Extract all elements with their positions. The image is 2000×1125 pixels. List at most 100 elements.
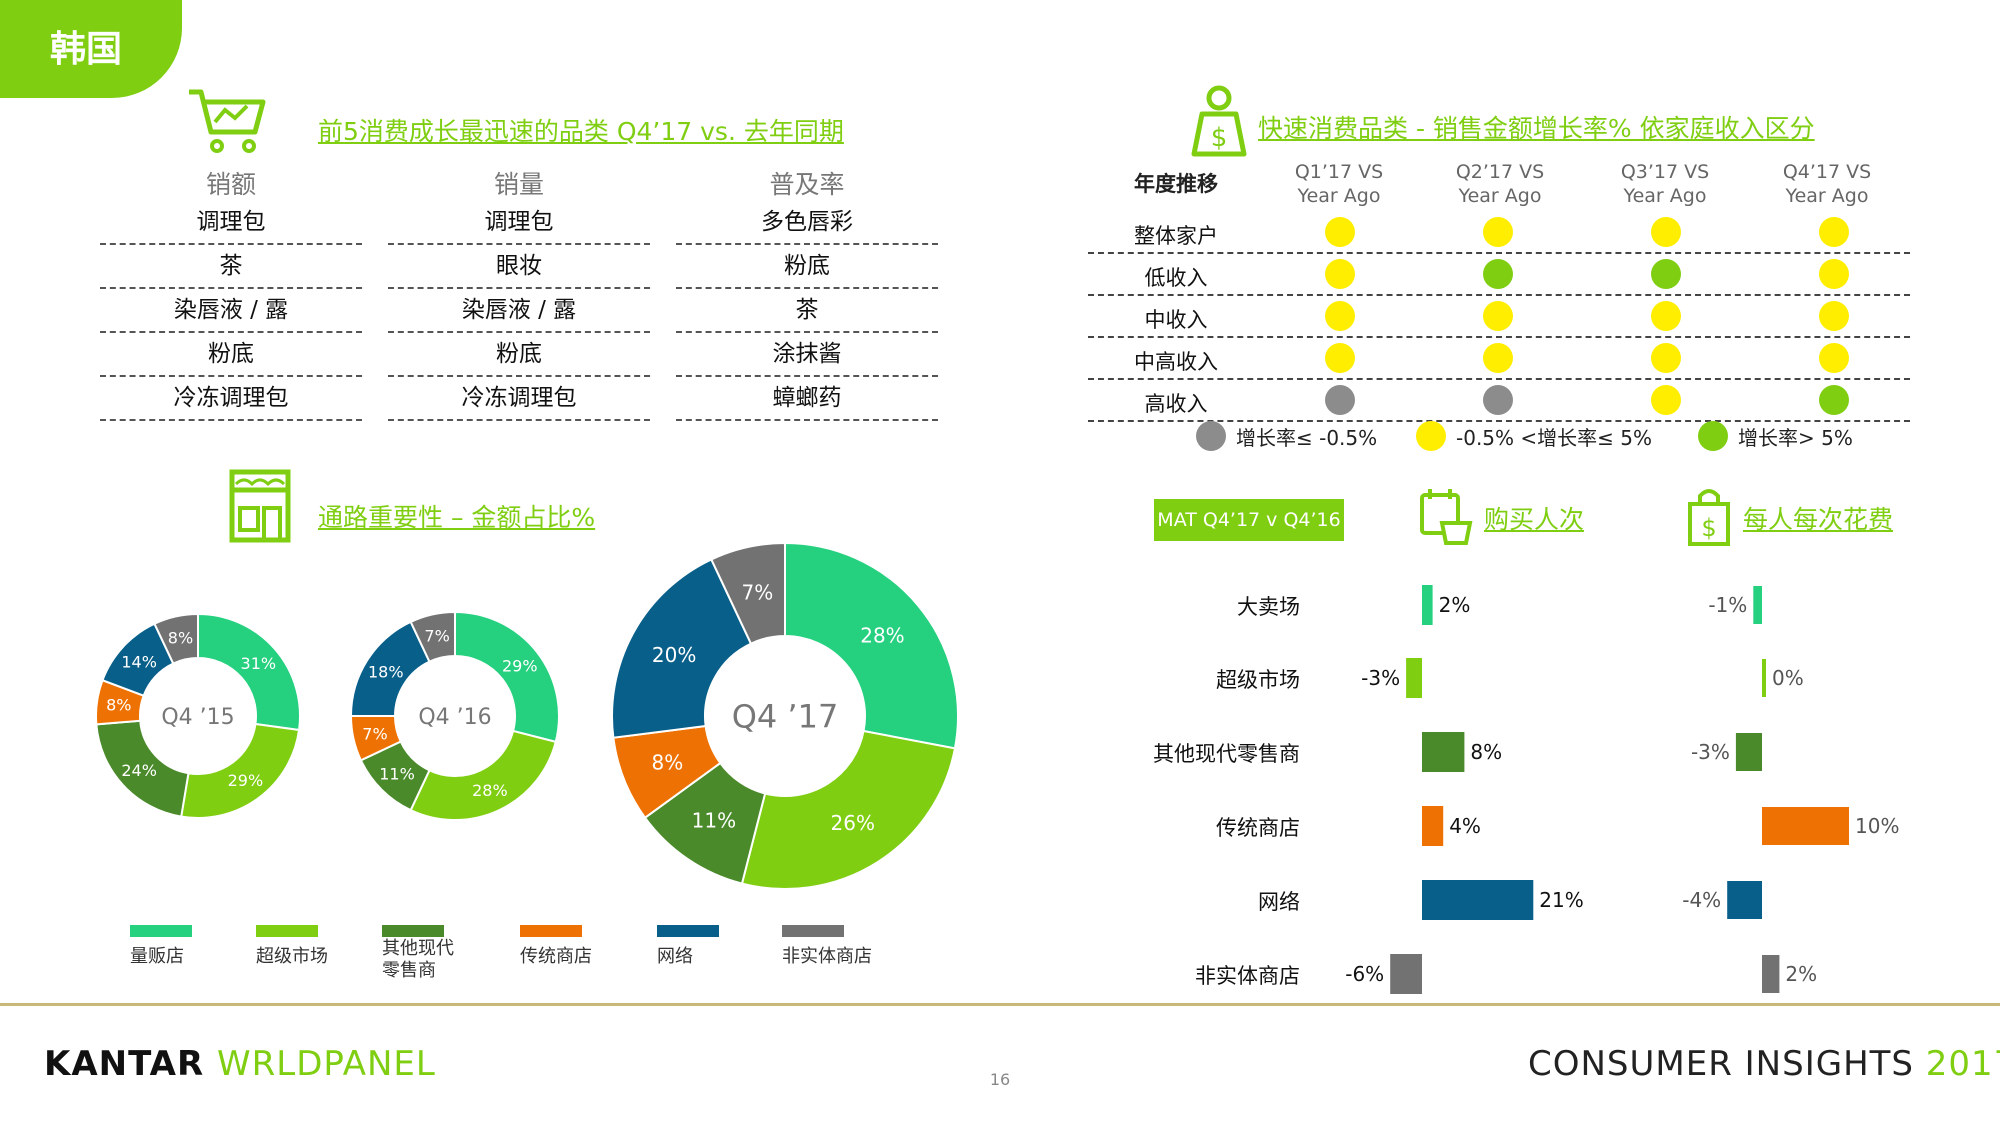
col-head-sales: 销额 xyxy=(205,170,256,199)
channel-legend: 量贩店 超级市场 其他现代 零售商 传统商店 网络 非实体商店 xyxy=(130,922,930,982)
bar-value-label: 21% xyxy=(1539,888,1583,912)
brand-w: W xyxy=(217,1044,252,1084)
legend-label: -0.5% <增长率≤ 5% xyxy=(1456,426,1652,450)
slice-label: 28% xyxy=(860,623,904,647)
bar xyxy=(1753,586,1762,624)
legend-swatch xyxy=(130,925,192,937)
quarter-line-1: Q2’17 VS xyxy=(1455,161,1545,183)
slice-label: 24% xyxy=(121,761,157,780)
donut-slice xyxy=(740,729,957,890)
bar-value-label: 10% xyxy=(1855,814,1899,838)
list-item: 染唇液 / 露 xyxy=(388,289,650,333)
list-item: 涂抹酱 xyxy=(676,333,938,377)
donut-charts: 31% 29% 24% 8% 14% 8% Q4 ’15 29% 28% 11% 7% 18% 7% Q4… xyxy=(95,541,959,890)
income-row: 低收入 xyxy=(1088,254,1910,296)
slice-label: 11% xyxy=(379,765,415,784)
donut-slice xyxy=(409,610,456,664)
bar xyxy=(1727,881,1762,919)
slice-label: 8% xyxy=(168,629,193,648)
bar-category-label: 传统商店 xyxy=(1216,816,1300,840)
donut-slice xyxy=(454,610,560,744)
legend-label: 增长率> 5% xyxy=(1738,426,1853,450)
row-head: 年度推移 xyxy=(1134,172,1218,196)
shopping-bag-icon: $ xyxy=(1688,489,1730,546)
top5-col-penetration: 普及率 多色唇彩 粉底 茶 涂抹酱 蟑螂药 xyxy=(676,165,938,421)
growth-dot-yellow xyxy=(1483,217,1513,247)
bar-category-labels: 大卖场 超级市场 其他现代零售商 传统商店 网络 非实体商店 xyxy=(1040,0,1300,1000)
legend-swatch xyxy=(382,925,444,937)
slice-label: 8% xyxy=(652,751,684,775)
quarter-line-2: Year Ago xyxy=(1623,185,1707,207)
quarter-head: Q2’17 VS Year Ago xyxy=(1425,160,1575,208)
col-head-penetration: 普及率 xyxy=(769,170,845,199)
income-row: 中高收入 xyxy=(1088,338,1910,380)
donut-slice xyxy=(153,612,199,665)
legend-label: 量贩店 xyxy=(130,946,184,967)
growth-dot-yellow xyxy=(1819,301,1849,331)
growth-dot-green xyxy=(1651,259,1681,289)
shopping-cart-icon xyxy=(189,89,266,153)
svg-text:$: $ xyxy=(1211,123,1228,153)
slice-label: 11% xyxy=(692,809,736,833)
quarter-line-1: Q4’17 VS xyxy=(1782,161,1872,183)
growth-dot-yellow xyxy=(1651,385,1681,415)
quarter-line-2: Year Ago xyxy=(1785,185,1869,207)
bar xyxy=(1406,658,1422,698)
bar xyxy=(1422,806,1444,846)
list-item: 调理包 xyxy=(100,201,362,245)
ci-label: CONSUMER INSIGHTS xyxy=(1528,1044,1926,1084)
bar xyxy=(1390,954,1422,994)
slice-label: 28% xyxy=(472,781,508,800)
legend-dot-yellow xyxy=(1416,421,1446,451)
slice-label: 8% xyxy=(106,696,131,715)
income-table: 整体家户 低收入 中收入 中高收入 高收入 xyxy=(1088,212,1910,422)
channel-title: 通路重要性 – 金额占比% xyxy=(318,503,596,532)
bar-value-label: -1% xyxy=(1708,593,1747,617)
legend-dot-grey xyxy=(1196,421,1226,451)
income-row: 整体家户 xyxy=(1088,212,1910,254)
mat-header-trips: 购买人次 xyxy=(1484,505,1585,534)
top5-col-volume: 销量 调理包 眼妆 染唇液 / 露 粉底 冷冻调理包 xyxy=(388,165,650,421)
donut-slice xyxy=(784,541,959,750)
donut-center-label: Q4 ’17 xyxy=(732,698,839,736)
country-tag: 韩国 xyxy=(0,0,182,98)
quarter-line-1: Q3’17 VS xyxy=(1620,161,1710,183)
list-item: 冷冻调理包 xyxy=(100,377,362,421)
slice-label: 18% xyxy=(368,663,404,682)
bar xyxy=(1762,955,1780,993)
slice-label: 7% xyxy=(362,724,387,743)
bar xyxy=(1422,732,1465,772)
list-item: 粉底 xyxy=(100,333,362,377)
growth-dot-yellow xyxy=(1325,217,1355,247)
footer-consumer-insights: CONSUMER INSIGHTS 2017 xyxy=(1528,1044,2000,1084)
donut-slice xyxy=(197,612,301,732)
bar xyxy=(1735,733,1762,771)
quarter-line-2: Year Ago xyxy=(1458,185,1542,207)
top5-col-sales: 销额 调理包 茶 染唇液 / 露 粉底 冷冻调理包 xyxy=(100,165,362,421)
bar-category-label: 非实体商店 xyxy=(1195,964,1300,988)
list-item: 调理包 xyxy=(388,201,650,245)
bar-value-label: 8% xyxy=(1470,740,1502,764)
growth-dot-yellow xyxy=(1651,343,1681,373)
slice-label: 29% xyxy=(228,771,264,790)
bar xyxy=(1762,659,1766,697)
legend-label: 网络 xyxy=(657,946,693,967)
quarter-line-1: Q1’17 VS xyxy=(1294,161,1384,183)
bar-value-label: -6% xyxy=(1345,962,1384,986)
bar-value-label: 4% xyxy=(1449,814,1481,838)
mat-badge: MAT Q4’17 v Q4’16 xyxy=(1154,499,1344,541)
donut-slice xyxy=(710,541,786,645)
income-row-label: 中收入 xyxy=(1144,308,1208,332)
list-item: 粉底 xyxy=(388,333,650,377)
donut-center-label: Q4 ’16 xyxy=(418,705,491,730)
quarter-line-2: Year Ago xyxy=(1297,185,1381,207)
legend-swatch xyxy=(256,925,318,937)
footer-divider xyxy=(0,1003,2000,1006)
bar xyxy=(1422,880,1534,920)
bar-category-label: 其他现代零售商 xyxy=(1153,742,1300,766)
growth-dot-yellow xyxy=(1819,217,1849,247)
list-item: 茶 xyxy=(676,289,938,333)
growth-dot-yellow xyxy=(1651,301,1681,331)
bar-value-label: 2% xyxy=(1785,962,1817,986)
legend-swatch xyxy=(520,925,582,937)
